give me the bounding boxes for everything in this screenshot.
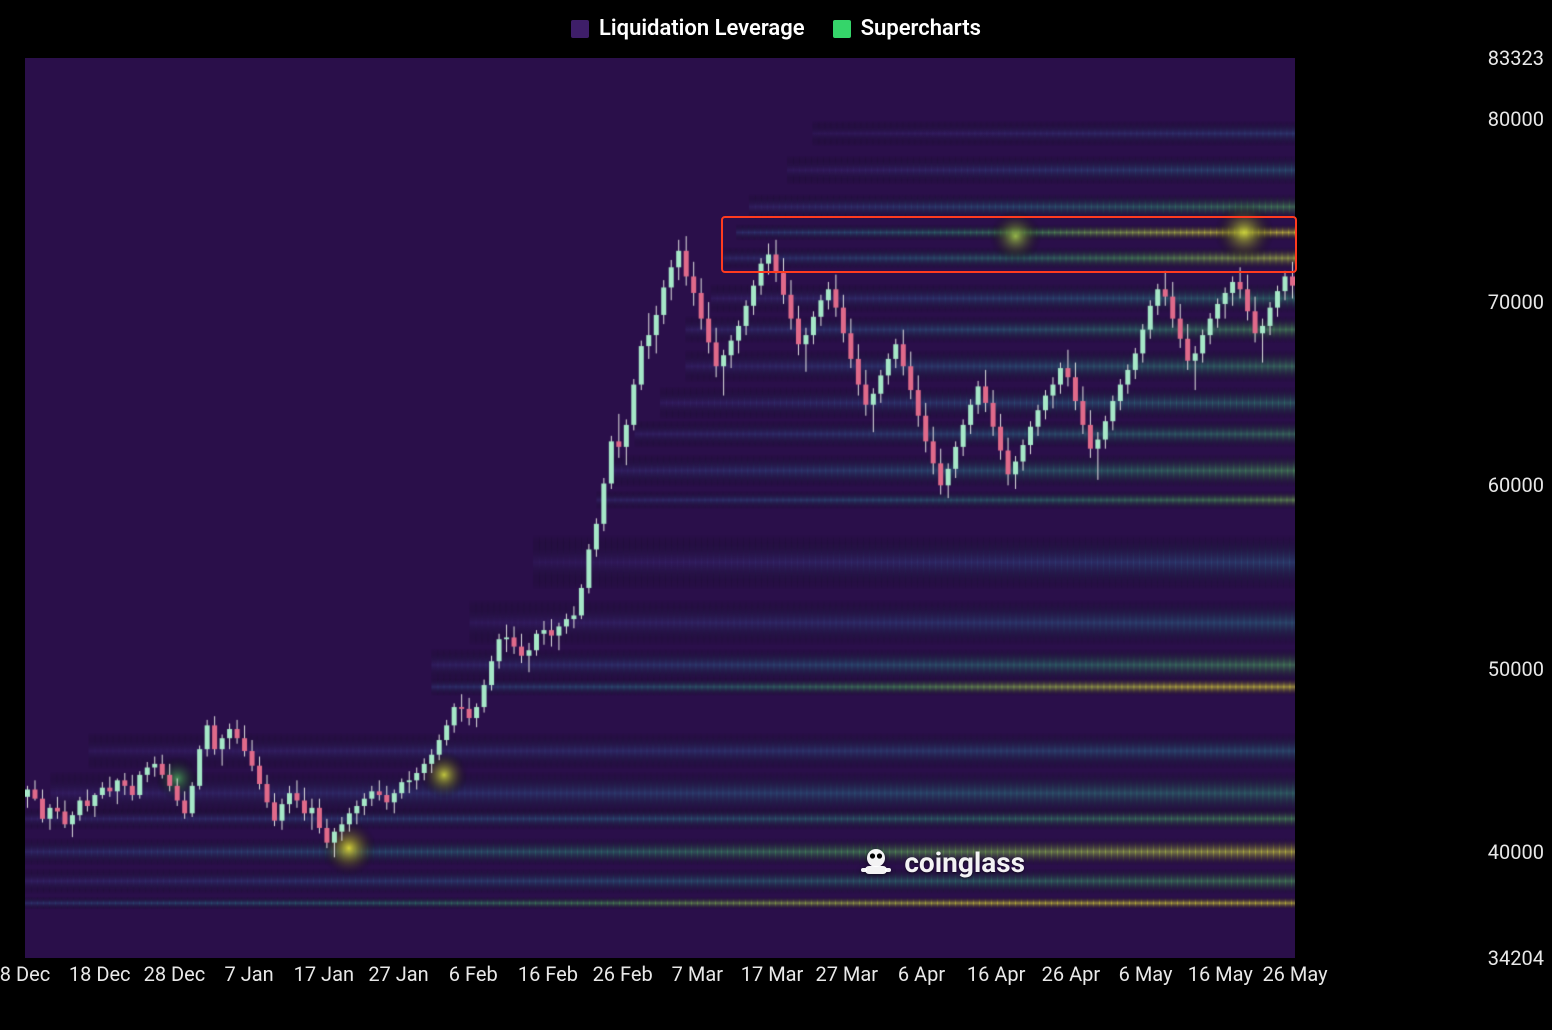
y-axis-tick: 60000 <box>1488 473 1544 497</box>
watermark: coinglass <box>858 844 1025 880</box>
y-axis-tick: 40000 <box>1488 840 1544 864</box>
x-axis-tick: 6 May <box>1119 962 1173 986</box>
x-axis-tick: 16 May <box>1188 962 1253 986</box>
legend-label: Liquidation Leverage <box>599 16 805 41</box>
legend-item-liquidation: Liquidation Leverage <box>571 16 805 41</box>
coinglass-logo-icon <box>858 844 894 880</box>
legend-label: Supercharts <box>861 16 981 41</box>
x-axis-tick: 7 Mar <box>672 962 723 986</box>
x-axis-tick: 6 Apr <box>898 962 945 986</box>
chart-legend: Liquidation Leverage Supercharts <box>0 16 1552 41</box>
x-axis-tick: 26 May <box>1262 962 1327 986</box>
x-axis-tick: 26 Feb <box>593 962 653 986</box>
chart-candles-layer <box>25 58 1295 958</box>
x-axis-tick: 27 Jan <box>368 962 428 986</box>
x-axis-tick: 18 Dec <box>69 962 131 986</box>
x-axis-tick: 8 Dec <box>0 962 50 986</box>
legend-item-supercharts: Supercharts <box>833 16 981 41</box>
chart-plot-area[interactable]: coinglass <box>25 58 1295 958</box>
watermark-text: coinglass <box>904 846 1025 879</box>
x-axis-tick: 28 Dec <box>144 962 206 986</box>
legend-swatch-supercharts <box>833 20 851 38</box>
x-axis-tick: 17 Mar <box>741 962 804 986</box>
chart-y-axis: 83323800007000060000500004000034204 <box>1484 58 1544 958</box>
x-axis-tick: 16 Feb <box>518 962 578 986</box>
x-axis-tick: 16 Apr <box>967 962 1026 986</box>
y-axis-tick: 50000 <box>1488 657 1544 681</box>
y-axis-tick: 70000 <box>1488 290 1544 314</box>
x-axis-tick: 26 Apr <box>1042 962 1101 986</box>
y-axis-tick: 83323 <box>1488 46 1544 70</box>
x-axis-tick: 17 Jan <box>294 962 354 986</box>
x-axis-tick: 7 Jan <box>225 962 274 986</box>
x-axis-tick: 27 Mar <box>815 962 878 986</box>
y-axis-tick: 80000 <box>1488 107 1544 131</box>
y-axis-tick: 34204 <box>1488 946 1544 970</box>
x-axis-tick: 6 Feb <box>449 962 498 986</box>
legend-swatch-liquidation <box>571 20 589 38</box>
